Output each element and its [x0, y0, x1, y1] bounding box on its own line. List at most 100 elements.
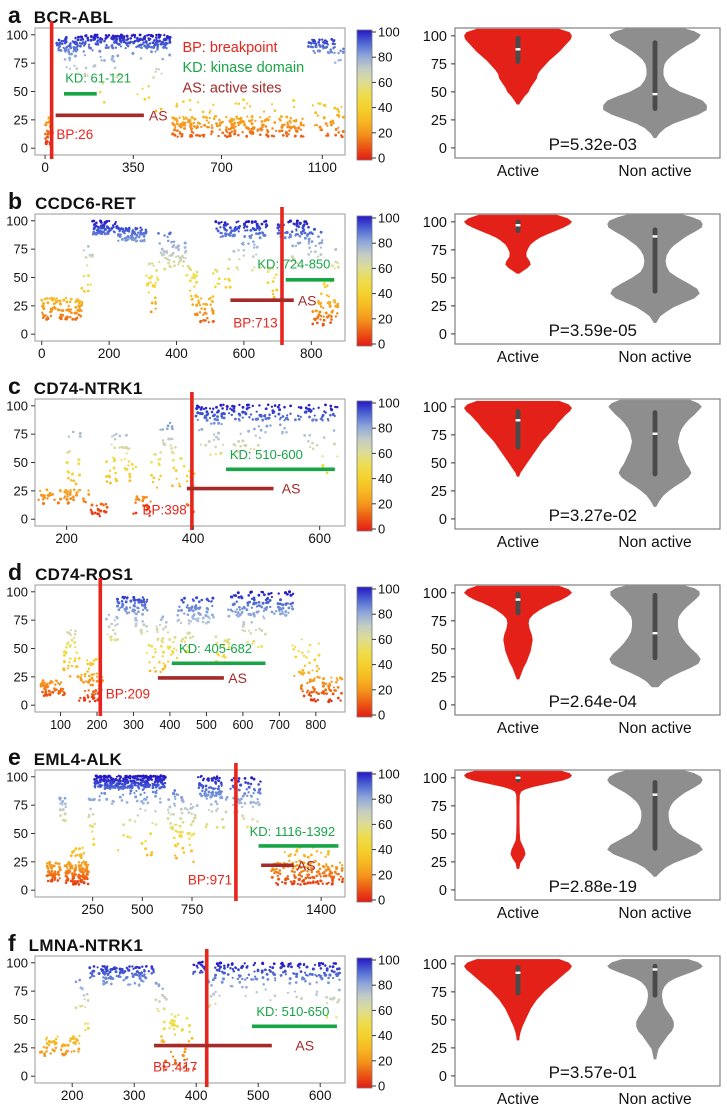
svg-text:50: 50: [431, 827, 447, 843]
svg-text:300: 300: [123, 1088, 146, 1103]
violin-plot-e: 0 25 50 75 100 Active Non active P=2.88e-19: [423, 769, 721, 922]
kinase-domain-label: KD: 405-682: [179, 641, 252, 656]
breakpoint-label: BP:713: [233, 315, 277, 330]
svg-text:250: 250: [81, 902, 104, 917]
svg-text:80: 80: [378, 50, 392, 65]
violin-active: [463, 585, 573, 679]
svg-text:300: 300: [123, 718, 144, 732]
scatter-axes: 0 25 50 75 100 200 300 400 500 600: [6, 955, 331, 1103]
colorbar: 100 80 60 40 20 0: [356, 767, 400, 908]
svg-text:20: 20: [378, 682, 392, 697]
svg-text:75: 75: [431, 984, 447, 1000]
svg-text:100: 100: [378, 25, 400, 40]
svg-text:100: 100: [378, 581, 400, 596]
violin-y-axis: 0 25 50 75 100: [423, 771, 455, 899]
violin-nonactive-inner-bar: [652, 226, 658, 294]
svg-text:0: 0: [378, 1078, 385, 1093]
svg-text:100: 100: [378, 396, 400, 411]
svg-text:750: 750: [181, 902, 204, 917]
p-value-label: P=5.32e-03: [549, 135, 637, 154]
p-value-label: P=3.57e-01: [549, 1063, 637, 1082]
svg-text:60: 60: [378, 1002, 392, 1017]
svg-text:80: 80: [378, 235, 392, 250]
scatter-plot-a: BP:26 KD: 61-121 AS BP: breakpoint KD: kinas…: [6, 21, 400, 175]
kinase-domain-label: KD: 1116-1392: [250, 824, 336, 839]
violin-active-median-tick: [515, 971, 521, 974]
panel-letter: d: [8, 558, 23, 585]
violin-category-label: Non active: [618, 349, 691, 366]
violin-active: [463, 214, 573, 274]
scatter-points: [39, 589, 344, 703]
active-sites-label: AS: [295, 1037, 314, 1053]
svg-text:50: 50: [14, 84, 28, 99]
svg-text:200: 200: [61, 1088, 84, 1103]
scatter-axes: 0 25 50 75 100 0 350 700 1100: [6, 27, 337, 175]
svg-text:25: 25: [431, 298, 447, 314]
panel-letter: b: [8, 187, 23, 214]
svg-text:800: 800: [300, 346, 323, 361]
scatter-points: [38, 960, 342, 1071]
svg-text:0: 0: [439, 512, 447, 528]
panel-b: b CCDC6-RET BP:713 KD: 724-850 AS 0 25 50 75 100 0…: [0, 186, 727, 372]
scatter-plot-box: [34, 955, 346, 1083]
panel-header: e EML4-ALK: [8, 744, 122, 771]
svg-text:0: 0: [21, 326, 28, 341]
svg-text:50: 50: [431, 456, 447, 472]
p-value-label: P=2.88e-19: [549, 877, 637, 896]
kinase-domain-label: KD: 61-121: [65, 70, 131, 85]
violin-nonactive-median-tick: [652, 793, 658, 796]
svg-text:0: 0: [439, 883, 447, 899]
violin-nonactive-median-tick: [652, 234, 658, 238]
panel-title: CD74-ROS1: [35, 564, 134, 584]
svg-text:50: 50: [14, 826, 28, 841]
violin-y-axis: 0 25 50 75 100: [423, 400, 455, 528]
svg-text:100: 100: [423, 956, 447, 972]
violin-plot-a: 0 25 50 75 100 Active Non active P=5.32e-03: [423, 27, 721, 180]
svg-text:80: 80: [378, 977, 392, 992]
svg-text:60: 60: [378, 260, 392, 275]
violin-active-median-tick: [515, 223, 521, 226]
svg-text:800: 800: [305, 718, 326, 732]
svg-text:25: 25: [431, 669, 447, 685]
panel-letter: f: [8, 929, 16, 956]
scatter-plot-box: [34, 27, 346, 156]
svg-text:600: 600: [233, 346, 256, 361]
svg-text:BP: breakpoint: BP: breakpoint: [182, 40, 277, 56]
colorbar: 100 80 60 40 20 0: [356, 210, 400, 351]
breakpoint-label: BP:209: [106, 686, 150, 701]
violin-plot-b: 0 25 50 75 100 Active Non active P=3.59e-05: [423, 212, 721, 366]
violin-y-axis: 0 25 50 75 100: [423, 29, 455, 157]
colorbar: 100 80 60 40 20 0: [356, 581, 400, 722]
panel-d: d CD74-ROS1 BP:209 KD: 405-682 AS 0 25 50 75 100 1…: [0, 557, 727, 743]
violin-category-label: Active: [497, 905, 539, 922]
svg-text:50: 50: [431, 1012, 447, 1028]
violin-active: [463, 770, 573, 869]
svg-text:100: 100: [423, 585, 447, 601]
svg-text:400: 400: [165, 346, 188, 361]
svg-text:0: 0: [378, 522, 385, 537]
panel-f: f LMNA-NTRK1 BP:417 KD: 510-650 AS 0 25 50 75 100…: [0, 928, 727, 1114]
svg-text:50: 50: [431, 85, 447, 101]
active-sites-label: AS: [228, 670, 247, 686]
svg-text:25: 25: [14, 854, 28, 869]
svg-text:25: 25: [431, 1040, 447, 1056]
svg-text:25: 25: [431, 113, 447, 129]
violin-active: [464, 958, 572, 1040]
panel-title: EML4-ALK: [33, 750, 123, 769]
svg-text:25: 25: [14, 298, 28, 313]
svg-text:25: 25: [431, 484, 447, 500]
violin-nonactive-inner-bar: [652, 410, 658, 477]
violin-category-label: Active: [497, 720, 539, 737]
panel-header: b CCDC6-RET: [8, 188, 136, 215]
svg-text:KD: kinase domain: KD: kinase domain: [182, 60, 304, 76]
svg-text:50: 50: [14, 641, 28, 656]
violin-nonactive-median-tick: [652, 967, 658, 971]
svg-text:1400: 1400: [306, 902, 336, 917]
violin-nonactive: [607, 958, 703, 1059]
svg-text:40: 40: [378, 286, 392, 301]
violin-y-axis: 0 25 50 75 100: [423, 214, 455, 342]
scatter-axes: 0 25 50 75 100 200 400 600: [6, 398, 331, 546]
svg-text:0: 0: [378, 707, 385, 722]
